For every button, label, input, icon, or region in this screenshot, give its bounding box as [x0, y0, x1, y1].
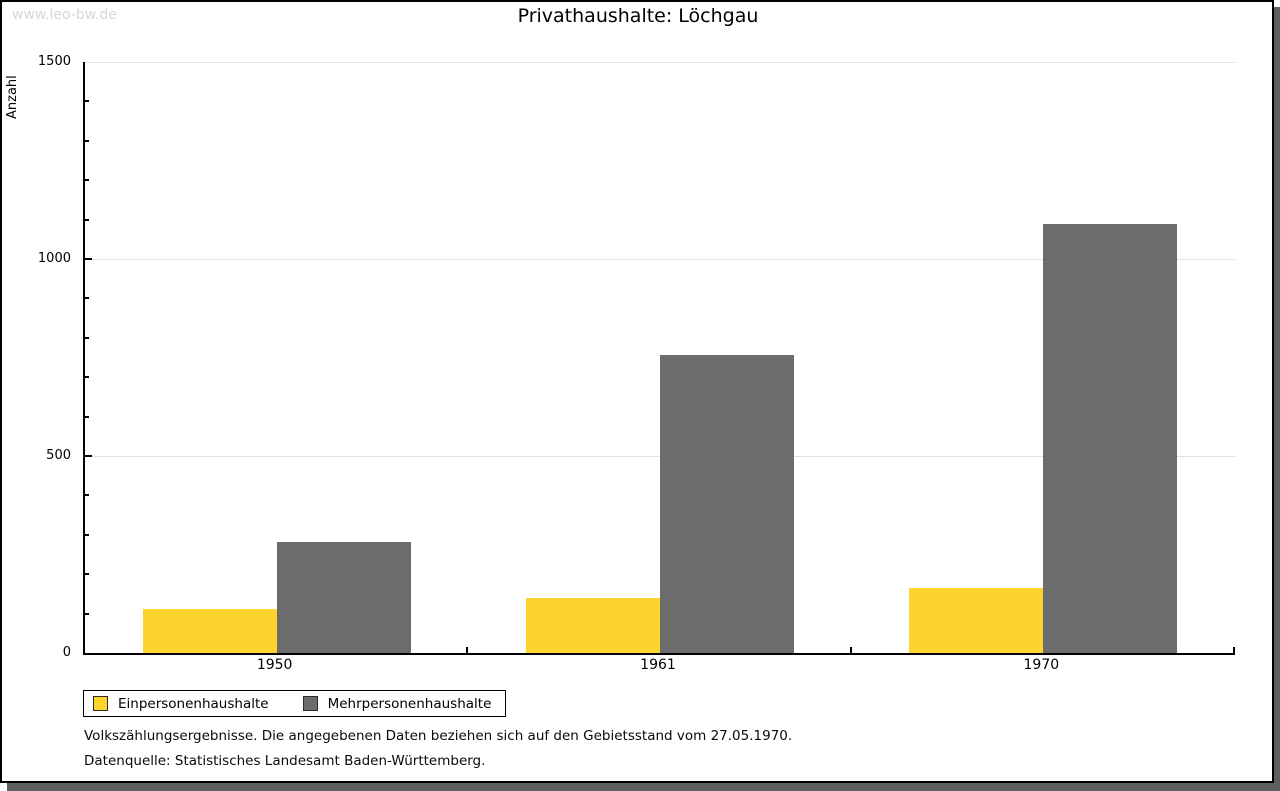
- y-minor-tick-100: [85, 612, 89, 615]
- plot-area: [83, 61, 1235, 655]
- y-minor-tick-300: [85, 533, 89, 536]
- footnote-source-note: Volkszählungsergebnisse. Die angegebenen…: [84, 728, 793, 744]
- y-minor-tick-1400: [85, 100, 89, 103]
- bar-einpersonenhaushalte-1970: [909, 588, 1044, 653]
- x-boundary-tick-2: [849, 647, 852, 653]
- x-tick-label-1970: 1970: [1023, 657, 1060, 673]
- bar-mehrpersonenhaushalte-1950: [276, 541, 411, 653]
- legend-label-einpersonenhaushalte: Einpersonenhaushalte: [118, 695, 269, 712]
- y-axis-tick-labels: 0 500 1000 1500: [2, 54, 77, 660]
- y-minor-tick-800: [85, 336, 89, 339]
- bar-mehrpersonenhaushalte-1961: [660, 354, 794, 653]
- y-minor-tick-200: [85, 573, 89, 576]
- chart-title: Privathaushalte: Löchgau: [517, 5, 759, 27]
- y-minor-tick-900: [85, 297, 89, 300]
- legend-label-mehrpersonenhaushalte: Mehrpersonenhaushalte: [327, 695, 492, 712]
- x-boundary-tick-1: [466, 647, 469, 653]
- y-minor-tick-600: [85, 415, 89, 418]
- y-minor-tick-1100: [85, 218, 89, 221]
- legend-swatch-mehrpersonenhaushalte: [302, 696, 318, 711]
- y-minor-tick-1200: [85, 179, 89, 182]
- gridline-1000: [85, 258, 1235, 260]
- y-minor-tick-400: [85, 494, 89, 497]
- bar-einpersonenhaushalte-1961: [526, 597, 660, 653]
- y-major-tick-1000: [85, 258, 92, 260]
- y-tick-label-0: 0: [62, 645, 71, 660]
- legend-item-einpersonenhaushalte: Einpersonenhaushalte: [93, 696, 269, 712]
- y-minor-tick-1300: [85, 139, 89, 142]
- bar-einpersonenhaushalte-1950: [142, 608, 277, 653]
- watermark: www.leo-bw.de: [12, 7, 117, 23]
- x-boundary-tick-3: [1233, 647, 1235, 653]
- y-tick-label-1500: 1500: [37, 54, 71, 69]
- y-tick-label-1000: 1000: [37, 251, 71, 266]
- bar-mehrpersonenhaushalte-1970: [1043, 223, 1178, 653]
- y-tick-label-500: 500: [46, 448, 71, 463]
- panel-drop-shadow-right: [1274, 7, 1280, 791]
- panel-drop-shadow-bottom: [7, 783, 1280, 791]
- x-tick-label-1961: 1961: [640, 657, 676, 673]
- legend-swatch-einpersonenhaushalte: [93, 696, 108, 711]
- x-axis-tick-labels: 1950 1961 1970: [83, 657, 1233, 677]
- y-major-tick-500: [85, 455, 92, 457]
- y-minor-tick-700: [85, 376, 89, 379]
- footnote-data-source: Datenquelle: Statistisches Landesamt Bad…: [84, 753, 486, 769]
- legend-item-mehrpersonenhaushalte: Mehrpersonenhaushalte: [302, 695, 492, 712]
- gridline-1500: [85, 61, 1235, 63]
- x-tick-label-1950: 1950: [256, 657, 293, 673]
- legend: Einpersonenhaushalte Mehrpersonenhaushalt…: [83, 690, 507, 717]
